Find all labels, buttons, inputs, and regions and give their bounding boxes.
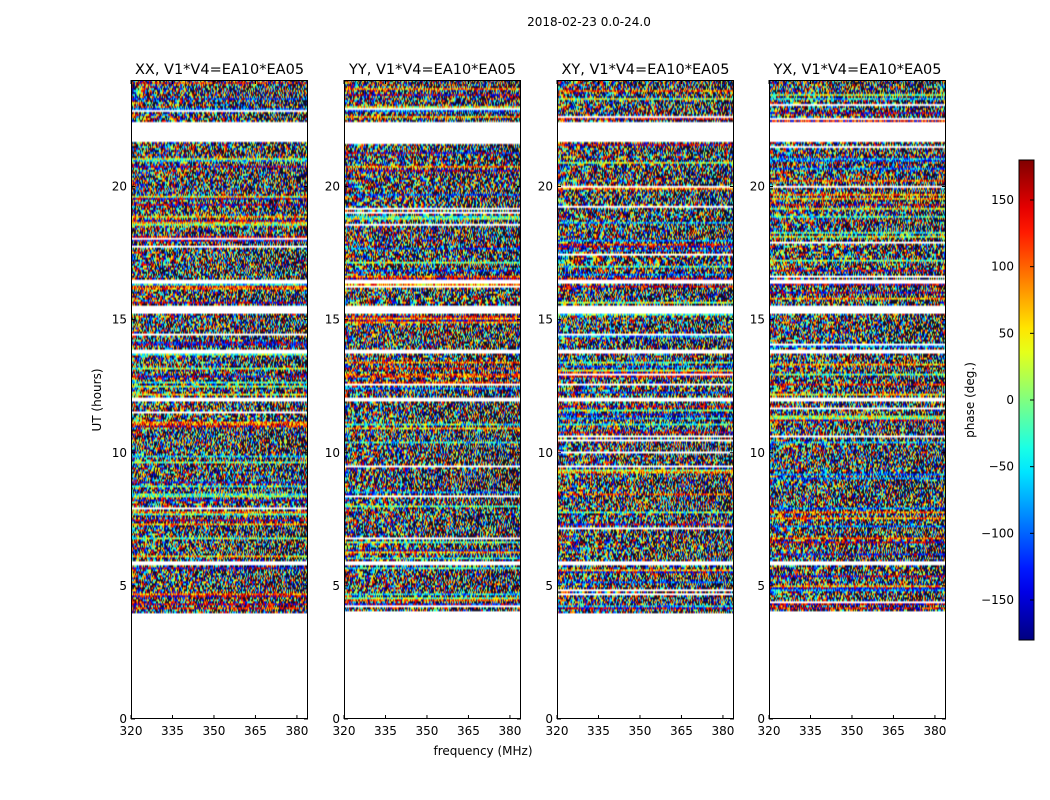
x-tick-label: 350 — [416, 724, 439, 738]
y-tick-label: 20 — [750, 180, 765, 194]
y-tick-label: 10 — [538, 446, 553, 460]
x-tick-label: 335 — [374, 724, 397, 738]
x-tick-label: 365 — [670, 724, 693, 738]
y-tick-label: 5 — [332, 579, 340, 593]
panel-title: YY, V1*V4=EA10*EA05 — [348, 62, 516, 78]
panel-1: XX, V1*V4=EA10*EA05 320 335 350 365 380 0 5 10 15… — [112, 62, 309, 738]
colorbar: −150 −100 −50 0 50 100 150 — [981, 159, 1035, 641]
y-tick-label: 10 — [750, 446, 765, 460]
phase-heatmap — [557, 80, 734, 719]
x-tick-label: 365 — [244, 724, 267, 738]
x-tick-label: 365 — [457, 724, 480, 738]
x-tick-label: 380 — [923, 724, 946, 738]
y-tick-label: 5 — [119, 579, 127, 593]
colorbar-tick-label: −150 — [981, 593, 1014, 607]
x-tick-label: 350 — [841, 724, 864, 738]
colorbar-tick-label: 100 — [991, 260, 1014, 274]
x-tick-label: 380 — [711, 724, 734, 738]
phase-heatmap — [131, 80, 308, 719]
y-axis-label: UT (hours) — [90, 368, 104, 431]
phase-heatmap — [344, 80, 521, 719]
y-tick-label: 0 — [757, 712, 765, 726]
x-tick-label: 380 — [285, 724, 308, 738]
y-tick-label: 15 — [750, 313, 765, 327]
panel-frame — [131, 80, 308, 719]
x-tick-label: 350 — [203, 724, 226, 738]
panel-title: XY, V1*V4=EA10*EA05 — [561, 62, 729, 78]
y-tick-label: 0 — [119, 712, 127, 726]
panel-3: XY, V1*V4=EA10*EA05 320 335 350 365 380 0 5 10 15… — [538, 62, 735, 738]
y-tick-label: 0 — [332, 712, 340, 726]
colorbar-tick-label: −100 — [981, 526, 1014, 540]
x-tick-label: 320 — [546, 724, 569, 738]
colorbar-tick-label: −50 — [989, 460, 1014, 474]
colorbar-tick-label: 150 — [991, 193, 1014, 207]
y-tick-label: 0 — [545, 712, 553, 726]
y-tick-label: 5 — [757, 579, 765, 593]
y-tick-label: 15 — [112, 313, 127, 327]
x-tick-label: 335 — [161, 724, 184, 738]
y-tick-label: 15 — [325, 313, 340, 327]
x-tick-label: 365 — [882, 724, 905, 738]
x-axis-label: frequency (MHz) — [433, 744, 532, 758]
x-tick-label: 335 — [799, 724, 822, 738]
x-tick-label: 320 — [758, 724, 781, 738]
figure-title: 2018-02-23 0.0-24.0 — [527, 15, 651, 29]
y-tick-label: 20 — [112, 180, 127, 194]
panel-title: XX, V1*V4=EA10*EA05 — [135, 62, 304, 78]
phase-heatmap — [769, 80, 946, 719]
colorbar-tick-label: 50 — [999, 326, 1014, 340]
panel-frame — [557, 80, 734, 719]
panels: XX, V1*V4=EA10*EA05 320 335 350 365 380 0 5 10 15… — [112, 62, 947, 738]
x-tick-label: 350 — [629, 724, 652, 738]
panel-2: YY, V1*V4=EA10*EA05 320 335 350 365 380 0 5 10 15… — [325, 62, 522, 738]
panel-title: YX, V1*V4=EA10*EA05 — [772, 62, 941, 78]
y-tick-label: 10 — [112, 446, 127, 460]
y-tick-label: 20 — [538, 180, 553, 194]
panel-4: YX, V1*V4=EA10*EA05 320 335 350 365 380 0 5 10 15… — [750, 62, 947, 738]
y-tick-label: 10 — [325, 446, 340, 460]
x-tick-label: 380 — [498, 724, 521, 738]
x-tick-label: 335 — [587, 724, 610, 738]
x-tick-label: 320 — [333, 724, 356, 738]
colorbar-label: phase (deg.) — [963, 362, 977, 438]
x-tick-label: 320 — [120, 724, 143, 738]
colorbar-tick-label: 0 — [1006, 393, 1014, 407]
y-tick-label: 15 — [538, 313, 553, 327]
panel-frame — [769, 80, 946, 719]
y-tick-label: 5 — [545, 579, 553, 593]
panel-frame — [344, 80, 521, 719]
y-tick-label: 20 — [325, 180, 340, 194]
